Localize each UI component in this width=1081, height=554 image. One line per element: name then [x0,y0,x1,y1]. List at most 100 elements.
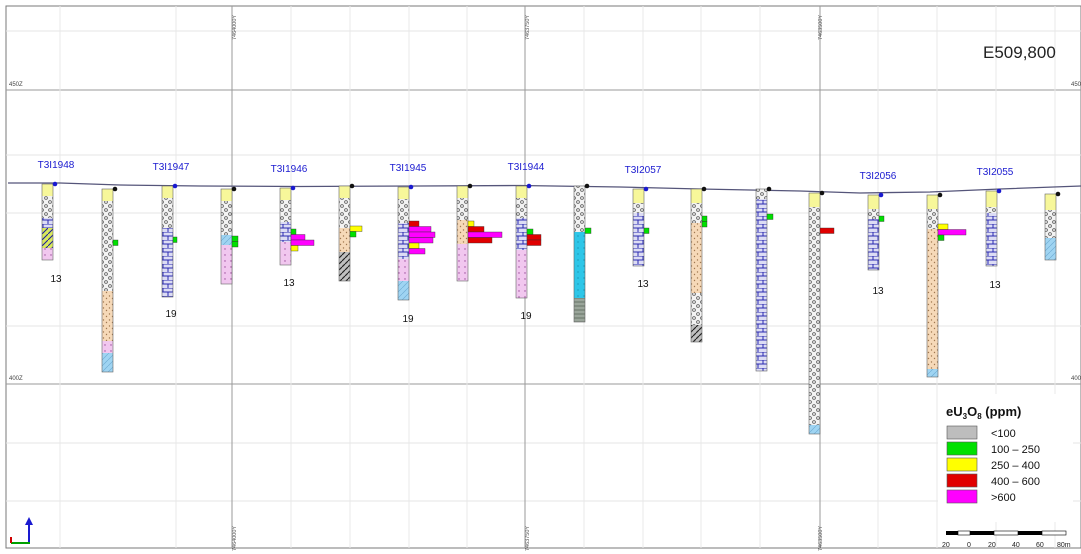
drill-hole [338,183,363,282]
collar-marker [1055,191,1061,197]
assay-bar [526,239,542,246]
assay-bar [584,227,592,234]
assay-bar [231,235,239,242]
scale-bar-label-5: 60 [1036,542,1044,549]
hole-outline [690,188,703,343]
drill-hole [1044,191,1061,261]
lithology-interval [927,195,938,209]
assay-bar [290,239,315,246]
collar-marker [878,192,884,198]
assay-bar [408,242,420,249]
drill-holes: T3I194813T3I194719T3I194613T3I194519T3I1… [38,160,1061,435]
lithology-interval [339,252,350,281]
assay-bar [467,226,485,233]
collar-marker [584,183,590,189]
collar-marker [408,184,414,190]
legend-title-sub1: 3 [963,412,968,421]
hole-value-label: 19 [165,309,177,320]
lithology-interval [516,278,527,298]
legend-title-suffix: (ppm) [982,404,1022,419]
hole-id-label: T3I1948 [38,160,75,171]
hole-outline [808,192,821,435]
legend-item-label: >600 [991,492,1016,504]
scale-bar-seg-2 [957,530,971,536]
lithology-interval [398,259,409,281]
assay-bar [408,226,432,233]
lithology-interval [42,184,53,196]
legend-item-label: <100 [991,428,1016,440]
legend-swatch [946,489,978,504]
lithology-interval [102,353,113,372]
topography-line [8,182,1081,194]
collar-marker [819,190,825,196]
lithology-interval [280,242,291,265]
diagram-frame [5,5,1081,549]
lithology-interval [516,218,527,250]
assay-bar [290,228,297,235]
drill-hole: T3I1948 13 [38,160,75,285]
lithology-interval [868,219,879,270]
drill-hole [220,186,239,285]
lithology-interval [691,203,702,223]
assay-bar [878,215,885,222]
drill-hole [456,183,503,282]
collar-marker [526,183,532,189]
drill-hole: T3I1944 19 [508,162,545,322]
drill-hole [690,186,708,343]
hole-value-label: 19 [402,314,414,325]
legend-item-label: 250 – 400 [991,460,1040,472]
hole-outline [101,188,114,373]
assay-bar [467,231,503,238]
lithology-interval [162,228,173,297]
lithology-interval [1045,210,1056,238]
lithology-interval [809,207,820,237]
lithology-interval [398,281,409,300]
hole-outline [926,194,939,378]
legend-swatch [946,473,978,488]
northing-label-top-3: 7463500Y [818,15,824,40]
lithology-interval [927,279,938,369]
legend-title-sub2: 8 [977,412,982,421]
legend: eU3O8 (ppm) <100 100 – 250 250 – 400 400 – … [938,394,1073,522]
assay-bar [701,215,708,222]
lithology-interval [986,191,997,207]
lithology-interval [756,199,767,371]
assay-bar [408,231,436,238]
lithology-interval [516,250,527,278]
scale-bar-label-2: 0 [967,542,971,549]
lithology-interval [398,187,409,199]
collar-marker [290,185,296,191]
hole-value-label: 13 [637,279,649,290]
assay-bar [526,228,534,235]
legend-swatch [946,441,978,456]
collar-marker [937,192,943,198]
lithology-interval [868,195,879,209]
assay-bar [937,234,945,241]
hole-outline [573,185,586,323]
hole-id-label: T3I2057 [625,165,662,176]
drill-hole: T3I1945 19 [390,163,436,325]
lithology-interval [574,232,585,298]
drill-hole [926,192,967,378]
collar-marker [172,183,178,189]
assay-bar [467,220,475,227]
collar-marker [112,186,118,192]
assay-bar [290,234,306,241]
lithology-interval [457,244,468,281]
northing-label-top-2: 7463750Y [525,15,531,40]
drill-hole [808,190,835,435]
lithology-interval [102,201,113,291]
assay-bar [766,213,774,220]
lithology-interval [162,186,173,198]
hole-id-label: T3I2056 [860,171,897,182]
hole-value-label: 13 [872,286,884,297]
lithology-interval [809,237,820,425]
collar-marker [643,186,649,192]
lithology-interval [398,223,409,259]
assay-bar [349,225,363,232]
lithology-interval [633,203,644,213]
drill-hole: T3I1946 13 [271,164,315,289]
assay-bar [643,227,650,234]
northing-label-bottom-1: 7464000Y [232,526,238,551]
drill-hole: T3I2056 13 [860,171,897,297]
